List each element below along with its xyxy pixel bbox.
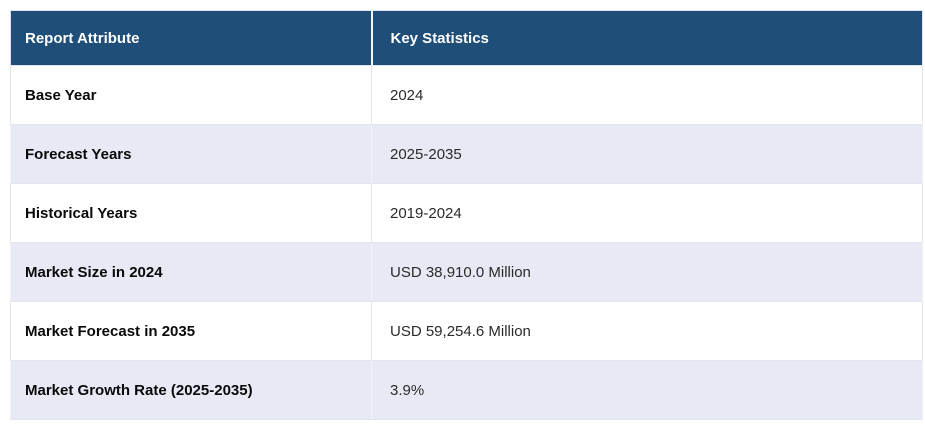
table-row-forecast-years: Forecast Years 2025-2035 [10,124,923,184]
value-cell: 2025-2035 [371,124,923,184]
attribute-cell: Market Growth Rate (2025-2035) [10,360,372,420]
report-statistics-table-wrapper: Report Attribute Key Statistics Base Yea… [10,10,923,420]
value-cell: USD 59,254.6 Million [371,301,923,361]
value-cell: 2019-2024 [371,183,923,243]
attribute-cell: Historical Years [10,183,372,243]
attribute-cell: Market Size in 2024 [10,242,372,302]
table-row-market-forecast: Market Forecast in 2035 USD 59,254.6 Mil… [10,301,923,361]
report-statistics-table: Report Attribute Key Statistics Base Yea… [10,10,923,420]
attribute-cell: Market Forecast in 2035 [10,301,372,361]
value-cell: 2024 [371,65,923,125]
table-row-market-size: Market Size in 2024 USD 38,910.0 Million [10,242,923,302]
table-body: Base Year 2024 Forecast Years 2025-2035 … [10,65,923,420]
header-row: Report Attribute Key Statistics [10,10,923,66]
value-cell: USD 38,910.0 Million [371,242,923,302]
table-row-market-growth-rate: Market Growth Rate (2025-2035) 3.9% [10,360,923,420]
header-key-statistics: Key Statistics [370,10,923,66]
table-row-historical-years: Historical Years 2019-2024 [10,183,923,243]
attribute-cell: Forecast Years [10,124,372,184]
attribute-cell: Base Year [10,65,372,125]
table-row-base-year: Base Year 2024 [10,65,923,125]
header-report-attribute: Report Attribute [10,10,372,66]
value-cell: 3.9% [371,360,923,420]
table-header: Report Attribute Key Statistics [10,10,923,66]
